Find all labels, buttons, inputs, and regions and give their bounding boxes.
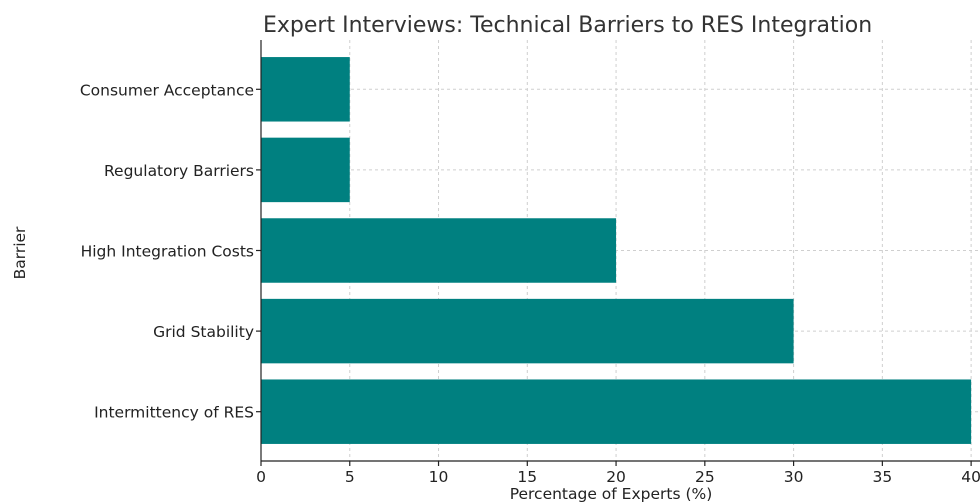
y-tick-label: Grid Stability xyxy=(153,323,254,341)
y-axis-label: Barrier xyxy=(11,226,29,279)
bar xyxy=(261,218,617,283)
x-tick-label: 35 xyxy=(872,468,892,486)
bar xyxy=(261,57,350,122)
x-tick-label: 5 xyxy=(345,468,355,486)
x-tick-label: 0 xyxy=(256,468,266,486)
x-tick-label: 10 xyxy=(429,468,449,486)
x-tick-label: 30 xyxy=(784,468,804,486)
bar xyxy=(261,298,794,364)
x-tick-label: 40 xyxy=(961,468,980,486)
y-tick-label: Consumer Acceptance xyxy=(80,81,254,99)
y-tick-label: Regulatory Barriers xyxy=(104,162,254,180)
bar xyxy=(261,137,350,203)
x-tick-label: 15 xyxy=(517,468,537,486)
y-tick-label: High Integration Costs xyxy=(81,243,254,261)
bar-layer xyxy=(261,57,972,444)
y-tick-label: Intermittency of RES xyxy=(94,404,254,422)
x-tick-label: 20 xyxy=(606,468,626,486)
y-tick-layer: Intermittency of RES Grid Stability High I… xyxy=(80,81,261,422)
chart-title: Expert Interviews: Technical Barriers to… xyxy=(263,13,872,38)
x-axis-label: Percentage of Experts (%) xyxy=(510,485,713,503)
bar xyxy=(261,379,972,444)
x-tick-layer: 0 5 10 15 20 25 30 35 40 xyxy=(256,461,980,486)
x-tick-label: 25 xyxy=(695,468,715,486)
